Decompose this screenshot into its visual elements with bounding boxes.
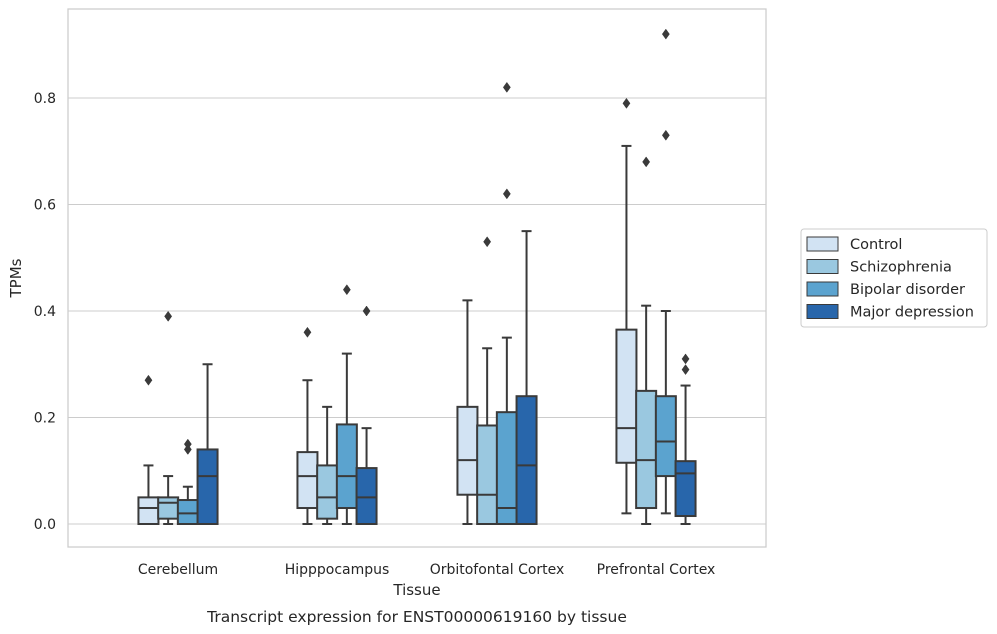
plot-frame (67, 8, 767, 548)
outlier-point (502, 188, 511, 200)
box-plot-item (316, 405, 339, 525)
outlier-point (483, 236, 492, 248)
y-tick-label: 0.4 (34, 304, 56, 320)
outlier-point (183, 438, 192, 450)
box-plot-item (137, 374, 160, 525)
y-tick-label: 0.0 (34, 517, 56, 533)
y-tick-label: 0.6 (34, 198, 56, 214)
outlier-point (681, 364, 690, 376)
box-plot-item (654, 28, 677, 515)
x-tick-label: Hipppocampus (285, 562, 390, 578)
box-iqr (137, 496, 160, 525)
box-plot-item (495, 81, 518, 525)
box-iqr (335, 423, 358, 510)
legend: Control Schizophrenia Bipolar disorder Majo… (800, 228, 988, 328)
legend-swatch (806, 236, 839, 252)
box-plot-item (635, 156, 658, 525)
outlier-point (144, 374, 153, 386)
legend-swatch (806, 281, 839, 297)
box-iqr (355, 467, 378, 525)
outlier-point (362, 305, 371, 317)
x-tick-label: Orbitofontal Cortex (430, 562, 565, 578)
legend-swatch (806, 304, 839, 319)
outlier-point (502, 81, 511, 93)
legend-label: Major depression (850, 305, 974, 321)
x-axis-ticks: Cerebellum Hipppocampus Orbitofontal Corte… (138, 562, 715, 578)
box-plot-item (355, 305, 378, 525)
legend-frame (800, 228, 988, 328)
outlier-point (661, 28, 670, 40)
box-iqr (316, 464, 339, 520)
box-plot-item (296, 326, 319, 525)
box-plot-item (476, 236, 499, 525)
box-plot-item (196, 363, 219, 526)
outlier-point (661, 129, 670, 141)
y-tick-label: 0.2 (34, 411, 56, 427)
box-iqr (515, 395, 538, 526)
outlier-point (164, 310, 173, 322)
box-plot-item (615, 97, 638, 515)
box-iqr (456, 405, 479, 496)
x-axis-label: Tissue (392, 581, 440, 599)
box-iqr (674, 460, 697, 518)
legend-label: Bipolar disorder (850, 282, 965, 298)
x-tick-label: Cerebellum (138, 562, 218, 578)
outlier-point (342, 284, 351, 296)
box-plot-item (335, 284, 358, 525)
box-plot-item (456, 299, 479, 525)
y-axis-ticks: 0.0 0.2 0.4 0.6 0.8 (34, 91, 56, 533)
y-tick-label: 0.8 (34, 91, 56, 107)
box-iqr (635, 389, 658, 510)
y-axis-label: TPMs (7, 258, 25, 298)
box-plot-item (176, 438, 199, 526)
box-iqr (615, 328, 638, 464)
outlier-point (642, 156, 651, 168)
x-tick-label: Prefrontal Cortex (597, 562, 716, 578)
boxes (137, 28, 697, 526)
outlier-point (303, 326, 312, 338)
chart-caption: Transcript expression for ENST0000061916… (206, 608, 627, 626)
box-iqr (157, 496, 180, 520)
box-iqr (296, 451, 319, 510)
legend-swatch (806, 259, 839, 274)
box-iqr (176, 499, 199, 526)
legend-label: Schizophrenia (850, 260, 952, 276)
outlier-point (622, 97, 631, 109)
outlier-point (681, 353, 690, 365)
legend-label: Control (850, 237, 902, 253)
box-plot-item (515, 230, 538, 526)
box-iqr (654, 395, 677, 478)
box-iqr (476, 424, 499, 525)
box-iqr (196, 448, 219, 526)
box-plot-item (674, 353, 697, 525)
